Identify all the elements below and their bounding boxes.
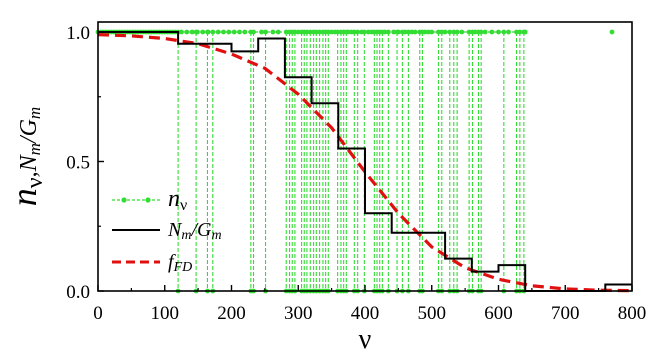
n-v-point bbox=[399, 29, 405, 35]
n-v-point bbox=[478, 29, 484, 35]
legend-item-f-fd: fFD bbox=[112, 251, 192, 275]
n-v-point bbox=[426, 29, 431, 35]
n-v-point bbox=[436, 29, 441, 35]
n-v-point bbox=[489, 29, 495, 35]
n-v-point bbox=[193, 29, 199, 35]
n-v-point bbox=[379, 29, 385, 35]
y-axis-label: nν,Nm/Gm bbox=[4, 107, 48, 206]
y-label-sep: , bbox=[16, 171, 42, 177]
x-axis-label: ν bbox=[359, 324, 372, 353]
legend-marker-n-v bbox=[121, 197, 127, 203]
legend: nν Nm/Gm fFD bbox=[112, 186, 222, 275]
n-v-point bbox=[200, 29, 206, 35]
legend-item-nm-gm: Nm/Gm bbox=[112, 219, 222, 243]
legend-item-n-v: nν bbox=[112, 186, 187, 214]
n-v-point bbox=[221, 29, 226, 35]
x-tick-label: 600 bbox=[484, 303, 513, 324]
x-tick-label: 300 bbox=[284, 303, 313, 324]
y-label-main: n bbox=[4, 188, 44, 206]
x-tick-label: 200 bbox=[217, 303, 246, 324]
n-v-point bbox=[365, 29, 371, 35]
n-v-point bbox=[482, 29, 488, 35]
n-v-point bbox=[466, 29, 472, 35]
legend-label-nm-gm: Nm/Gm bbox=[167, 219, 222, 243]
n-v-point bbox=[521, 29, 527, 35]
n-v-point bbox=[385, 29, 391, 35]
n-v-point bbox=[391, 29, 397, 35]
y-label-second: N bbox=[16, 153, 42, 172]
n-v-point bbox=[470, 29, 475, 35]
y-label-third-sub: m bbox=[25, 107, 44, 119]
n-v-point bbox=[439, 29, 445, 35]
n-v-point bbox=[259, 29, 264, 35]
n-v-point bbox=[205, 29, 210, 35]
x-tick-label: 500 bbox=[418, 303, 447, 324]
n-v-point bbox=[210, 29, 216, 35]
plot-marks bbox=[95, 29, 633, 294]
y-label-third: G bbox=[16, 119, 42, 136]
legend-marker-n-v bbox=[145, 197, 151, 203]
x-tick-label: 700 bbox=[551, 303, 580, 324]
n-v-point bbox=[361, 29, 367, 35]
n-v-point bbox=[215, 29, 221, 35]
n-v-point bbox=[184, 29, 190, 35]
n-v-point bbox=[270, 29, 276, 35]
n-v-point bbox=[325, 29, 331, 35]
legend-label-f-fd: fFD bbox=[168, 251, 192, 275]
n-v-point bbox=[405, 29, 411, 35]
y-label-main-sub: ν bbox=[22, 177, 48, 188]
n-v-point bbox=[343, 29, 349, 35]
n-v-point bbox=[329, 29, 335, 35]
x-tick-label: 100 bbox=[151, 303, 180, 324]
series-n-v bbox=[95, 29, 632, 294]
n-v-point bbox=[295, 29, 301, 35]
x-tick-label: 0 bbox=[93, 303, 103, 324]
n-v-point bbox=[517, 29, 523, 35]
n-v-point bbox=[317, 29, 323, 35]
n-v-point bbox=[496, 29, 501, 35]
n-v-point bbox=[313, 29, 319, 35]
n-v-point bbox=[242, 29, 248, 35]
x-tick-label: 400 bbox=[351, 303, 380, 324]
n-v-point bbox=[355, 29, 361, 35]
n-v-point bbox=[412, 29, 418, 35]
n-v-point bbox=[307, 29, 313, 35]
y-tick-label: 0.5 bbox=[66, 153, 90, 174]
n-v-point bbox=[263, 29, 268, 35]
n-v-point bbox=[394, 29, 400, 35]
x-tick-label: 800 bbox=[618, 303, 647, 324]
n-v-point bbox=[189, 29, 195, 35]
n-v-point bbox=[351, 29, 357, 35]
n-v-point bbox=[451, 29, 457, 35]
n-v-point bbox=[275, 29, 281, 35]
n-v-point bbox=[231, 29, 237, 35]
n-v-point bbox=[447, 29, 453, 35]
n-v-point bbox=[292, 29, 298, 35]
n-v-point bbox=[420, 29, 425, 35]
n-v-point bbox=[514, 29, 519, 35]
n-v-point bbox=[251, 29, 256, 35]
y-axis-ticks: 0.0 0.5 1.0 bbox=[66, 23, 104, 303]
n-v-point bbox=[442, 29, 448, 35]
n-v-point bbox=[304, 29, 310, 35]
n-v-point bbox=[283, 29, 289, 35]
n-v-point bbox=[459, 29, 465, 35]
y-tick-label: 1.0 bbox=[66, 23, 90, 44]
n-v-point bbox=[237, 29, 242, 35]
n-v-point bbox=[179, 29, 184, 35]
n-v-point bbox=[454, 29, 460, 35]
y-label-slash: / bbox=[16, 134, 42, 145]
n-v-point bbox=[429, 29, 435, 35]
y-label-second-sub: m bbox=[25, 143, 44, 155]
x-axis-ticks: 0 100 200 300 400 500 600 700 800 bbox=[93, 285, 646, 324]
n-v-point bbox=[609, 29, 615, 35]
n-v-point bbox=[506, 29, 511, 35]
n-v-point bbox=[409, 29, 415, 35]
n-v-point bbox=[226, 29, 232, 35]
n-v-point bbox=[335, 29, 341, 35]
legend-label-n-v: nν bbox=[168, 186, 187, 214]
n-v-point bbox=[501, 29, 507, 35]
y-tick-label: 0.0 bbox=[66, 282, 90, 303]
